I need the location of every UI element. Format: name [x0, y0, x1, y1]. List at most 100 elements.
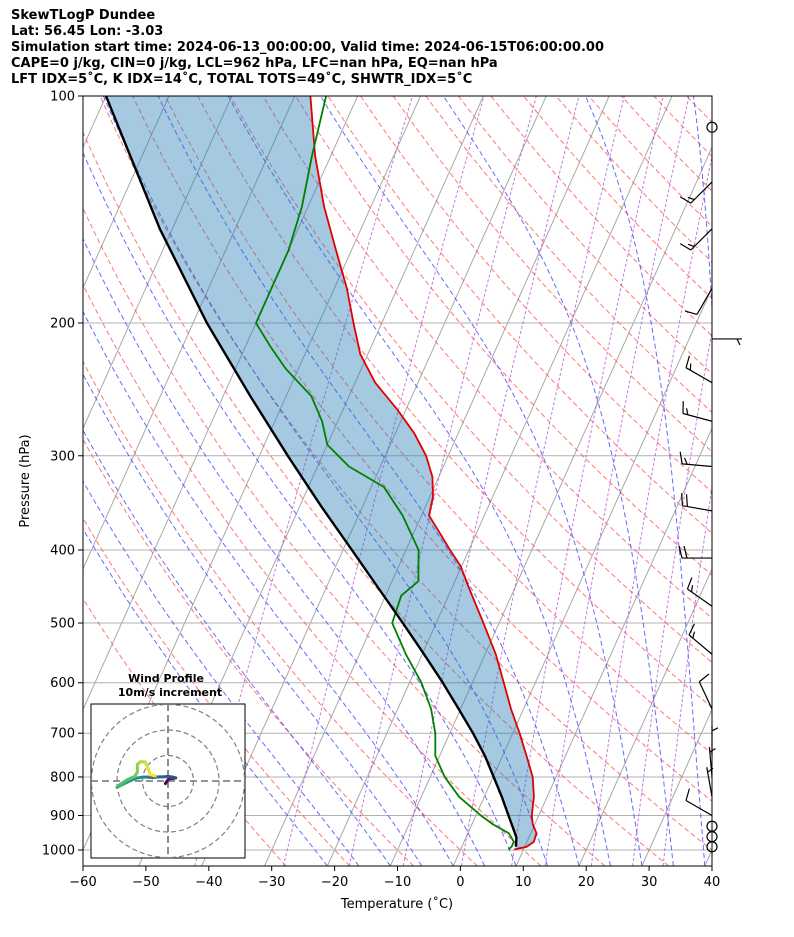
wind-barb: [679, 451, 713, 468]
isotherm: [83, 96, 296, 571]
y-tick-label: 100: [50, 90, 75, 105]
moist-adiabat: [83, 429, 391, 866]
moist-adiabat: [442, 96, 674, 866]
dry-adiabat: [392, 96, 712, 453]
mixing-ratio-line: [348, 96, 537, 866]
dry-adiabat: [83, 207, 606, 866]
moist-adiabat: [83, 527, 328, 866]
moist-adiabat: [227, 96, 611, 866]
y-tick-label: 1000: [42, 844, 75, 859]
dry-adiabat: [425, 96, 712, 413]
dry-adiabat: [653, 96, 712, 158]
dry-adiabat: [752, 96, 794, 866]
wind-barb: [679, 181, 713, 204]
x-tick-label: 10: [515, 875, 532, 890]
x-tick-label: −20: [321, 875, 348, 890]
x-tick-label: −40: [195, 875, 222, 890]
moist-adiabat: [83, 151, 517, 866]
wind-barb: [684, 288, 713, 316]
isotherm: [389, 146, 712, 866]
mixing-ratio-line: [511, 96, 664, 866]
dry-adiabat: [719, 96, 794, 866]
moist-adiabat: [585, 96, 706, 866]
wind-barb: [686, 577, 713, 607]
hodograph-ring: [91, 704, 245, 858]
wind-barb: [685, 355, 713, 384]
parcel-line: [104, 96, 518, 847]
dry-adiabat: [555, 96, 712, 263]
x-tick-label: 20: [578, 875, 595, 890]
isotherm: [641, 708, 712, 866]
wind-barb: [711, 725, 719, 756]
x-axis-label: Temperature (˚C): [340, 896, 453, 912]
moist-adiabat: [157, 96, 580, 866]
mixing-ratio-line: [460, 96, 625, 866]
dry-adiabat: [132, 96, 712, 802]
moist-adiabat: [102, 96, 549, 866]
inset-title: Wind Profile: [128, 672, 204, 685]
wind-barb: [706, 820, 718, 832]
mixing-ratio-line: [402, 96, 580, 866]
indices-line: LFT IDX=5˚C, K IDX=14˚C, TOTAL TOTS=49˚C…: [11, 72, 473, 87]
x-tick-label: 40: [704, 875, 721, 890]
y-tick-label: 300: [50, 449, 75, 464]
cape-line: CAPE=0 j/kg, CIN=0 j/kg, LCL=962 hPa, LF…: [11, 56, 498, 71]
wind-barb: [708, 747, 716, 778]
dry-adiabat: [490, 96, 712, 337]
y-axis-label: Pressure (hPa): [18, 434, 33, 527]
dry-adiabat: [197, 96, 712, 709]
isotherm: [83, 96, 359, 711]
mixing-ratio-line: [282, 96, 485, 866]
wind-barb: [712, 338, 742, 346]
y-tick-label: 500: [50, 617, 75, 632]
dry-adiabat: [83, 438, 414, 866]
wind-barb: [679, 228, 713, 251]
chart-title: SkewTLogP Dundee: [11, 8, 156, 23]
wind-barb: [706, 121, 718, 133]
x-tick-label: −60: [69, 875, 96, 890]
y-tick-label: 600: [50, 676, 75, 691]
hodograph-segment: [118, 778, 129, 787]
isotherm: [83, 96, 170, 290]
hodograph-segment: [148, 773, 157, 778]
dry-adiabat: [83, 131, 670, 866]
wind-barb: [685, 788, 713, 817]
chart-header: SkewTLogP Dundee Lat: 56.45 Lon: -3.03 S…: [11, 8, 791, 88]
y-tick-label: 400: [50, 543, 75, 558]
wind-barb: [680, 493, 713, 512]
x-tick-label: −10: [384, 875, 411, 890]
dry-adiabat: [523, 96, 712, 300]
y-tick-label: 800: [50, 770, 75, 785]
dry-adiabat: [83, 360, 478, 866]
moist-adiabat: [83, 480, 360, 866]
mixing-ratio-line: [662, 483, 712, 866]
y-tick-label: 700: [50, 727, 75, 742]
wind-barb: [682, 401, 713, 422]
dry-adiabat: [588, 96, 712, 227]
wind-barb: [688, 623, 713, 655]
x-tick-label: −30: [258, 875, 285, 890]
y-tick-label: 200: [50, 316, 75, 331]
time-line: Simulation start time: 2024-06-13_00:00:…: [11, 40, 604, 55]
location-line: Lat: 56.45 Lon: -3.03: [11, 24, 164, 39]
moist-adiabat: [320, 96, 643, 866]
x-tick-label: 0: [456, 875, 464, 890]
wind-barb: [698, 673, 713, 710]
y-tick-label: 900: [50, 809, 75, 824]
isotherm: [83, 96, 233, 430]
mixing-ratio-line: [544, 96, 690, 866]
moist-adiabat: [83, 373, 423, 866]
x-tick-label: 30: [641, 875, 658, 890]
dry-adiabat: [686, 96, 712, 123]
dry-adiabat: [164, 96, 712, 755]
inset-subtitle: 10m/s increment: [118, 686, 222, 699]
wind-barb: [706, 767, 714, 797]
isotherm: [515, 427, 712, 866]
dry-adiabat: [83, 597, 287, 866]
dry-adiabat: [83, 517, 351, 866]
isotherm: [578, 567, 712, 866]
isotherm: [704, 848, 712, 866]
temperature-line: [309, 96, 538, 851]
isotherm: [326, 96, 673, 866]
